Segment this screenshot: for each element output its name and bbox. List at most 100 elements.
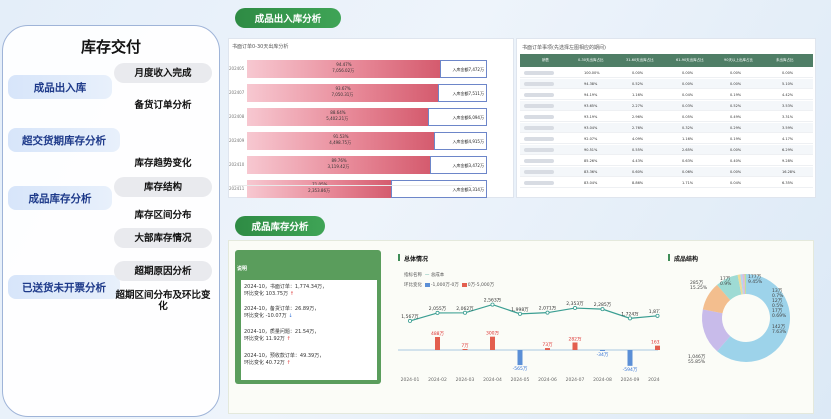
donut-slice[interactable]: [716, 274, 742, 300]
section-marker: [398, 254, 400, 261]
outbound-chart-axis: [232, 185, 472, 186]
table-cell: 2.96%: [632, 115, 644, 119]
table-cell: 0.19%: [730, 137, 742, 141]
table-cell: 2.76%: [632, 126, 644, 130]
table-row[interactable]: 90.51% 0.55% 2.65% 0.00% 6.29%: [520, 145, 813, 155]
donut-label: 17万 0.9%: [720, 276, 732, 287]
table-cell: 83.04%: [584, 181, 598, 185]
table-row[interactable]: 92.07% 4.09% 1.16% 0.19% 4.17%: [520, 134, 813, 144]
trend-legend-line: 指标名称 — 总成本: [404, 272, 444, 278]
note-item: 2024-10，质量问题：21.54万， 环比变化 11.92万 ↑: [244, 329, 376, 343]
table-row[interactable]: 100.00% 0.00% 0.00% 0.00% 0.00%: [520, 68, 813, 78]
down-arrow-icon: ↓: [288, 313, 293, 319]
table-cell: 92.07%: [584, 137, 598, 141]
outbound-row[interactable]: 202405 94.47% 7,056.02万 入库金额7,472万: [229, 60, 489, 78]
outbound-chart-title: 书面订单0-30天出库分析: [232, 44, 289, 50]
table-cell: 4.17%: [782, 137, 794, 141]
table-cell: 6.35%: [782, 181, 794, 185]
legend-positive[interactable]: 0万-5,000万: [467, 283, 495, 288]
table-header-cell[interactable]: 90天以上出库占比: [724, 58, 753, 62]
line-label: 2,062万: [456, 306, 474, 312]
donut-slice[interactable]: [717, 274, 790, 362]
redacted-name: [524, 82, 554, 86]
legend-negative[interactable]: -1,000万-0万: [430, 283, 459, 288]
table-cell: 0.29%: [730, 126, 742, 130]
bar-fill[interactable]: [247, 156, 432, 174]
nav-sub-stock-range[interactable]: 库存区间分布: [134, 209, 192, 221]
table-row[interactable]: 93.04% 2.76% 0.32% 0.29% 3.59%: [520, 123, 813, 133]
bar-fill[interactable]: [247, 84, 440, 102]
nav-category-stock[interactable]: 成品库存分析: [8, 186, 112, 210]
table-cell: 90.51%: [584, 148, 598, 152]
outbound-row[interactable]: 202409 91.53% 4,498.75万 入库金额4,915万: [229, 132, 489, 150]
note-item-tail: 环比变化 11.92万: [244, 336, 285, 342]
line-label: 2,071万: [539, 306, 557, 312]
table-header-cell[interactable]: 31-60天出库占比: [626, 58, 654, 62]
table-cell: 0.00%: [730, 82, 742, 86]
note-item: 2024-10，书面订单：1,774.34万， 环比变化 103.75万 ↑: [244, 284, 376, 298]
donut-slice[interactable]: [702, 284, 731, 314]
table-cell: 0.03%: [682, 104, 694, 108]
outbound-row[interactable]: 202408 88.64% 5,402.21万 入库金额6,094万: [229, 108, 489, 126]
table-row[interactable]: 85.26% 4.43% 0.63% 0.40% 9.28%: [520, 156, 813, 166]
nav-category-overdue[interactable]: 超交货期库存分析: [8, 128, 120, 152]
change-label: -34万: [597, 352, 609, 358]
change-label: -565万: [513, 366, 528, 372]
donut-label: 17万 0.69%: [772, 308, 787, 319]
row-period-label: 202405: [229, 66, 245, 71]
legend-series[interactable]: 总成本: [430, 273, 445, 278]
table-cell: 2.27%: [632, 104, 644, 108]
table-header-cell[interactable]: 0-30天出库占比: [578, 58, 604, 62]
bar-fill[interactable]: [247, 180, 393, 198]
line-label: 2,353万: [566, 301, 584, 307]
bar-percent: 88.64%: [330, 110, 346, 115]
x-tick-label: 2024-04: [483, 377, 502, 383]
table-row[interactable]: 83.36% 0.60% 0.06% 0.00% 16.28%: [520, 167, 813, 177]
nav-category-unbilled[interactable]: 已送货未开票分析: [8, 275, 120, 299]
table-header-cell[interactable]: 61-90天出库占比: [676, 58, 704, 62]
table-cell: 1.16%: [682, 137, 694, 141]
change-bar: [572, 342, 578, 350]
nav-sub-stock-trend[interactable]: 库存趋势变化: [134, 157, 192, 169]
outbound-row[interactable]: 202411 71.05%2,353.86万 入库金额3,314万: [229, 180, 489, 198]
line-label: 2,563万: [484, 298, 502, 304]
table-row[interactable]: 94.19% 1.16% 0.04% 0.19% 4.42%: [520, 90, 813, 100]
table-cell: 4.43%: [632, 159, 644, 163]
outbound-row[interactable]: 202407 93.67% 7,050.31万 入库金额7,511万: [229, 84, 489, 102]
nav-sub-overdue-reason[interactable]: 超期原因分析: [114, 261, 212, 281]
table-cell: 0.19%: [730, 93, 742, 97]
donut-slice[interactable]: [702, 309, 731, 352]
x-tick-label: 2024-07: [566, 377, 585, 383]
bar-fill[interactable]: [247, 132, 436, 150]
bar-fill[interactable]: [247, 60, 442, 78]
line-point: [435, 310, 440, 315]
outbound-row[interactable]: 202410 89.76% 3,119.42万 入库金额3,472万: [229, 156, 489, 174]
table-row[interactable]: 93.65% 2.27% 0.03% 0.52% 3.53%: [520, 101, 813, 111]
table-row[interactable]: 93.19% 2.96% 0.05% 0.49% 3.31%: [520, 112, 813, 122]
table-cell: 85.26%: [584, 159, 598, 163]
nav-sub-department-stock[interactable]: 大部库存情况: [114, 228, 212, 248]
table-cell: 3.31%: [782, 115, 794, 119]
line-point: [407, 318, 412, 323]
bar-fill[interactable]: [247, 108, 430, 126]
inbound-amount: 入库金额7,472万: [452, 67, 484, 72]
nav-sub-overdue-range[interactable]: 超期区间分布及环比变化: [115, 290, 211, 312]
table-cell: 3.59%: [782, 126, 794, 130]
table-row[interactable]: 94.38% 0.52% 0.00% 0.00% 5.10%: [520, 79, 813, 89]
bar-amount: 3,119.42万: [327, 164, 350, 169]
nav-sub-monthly-revenue[interactable]: 月度收入完成: [114, 63, 212, 83]
nav-sub-stock-structure[interactable]: 库存结构: [114, 177, 212, 197]
nav-category-inout[interactable]: 成品出入库: [8, 75, 112, 99]
table-header-cell[interactable]: 未出库占比: [776, 58, 794, 62]
donut-slice[interactable]: [740, 274, 745, 295]
donut-slice[interactable]: [742, 274, 746, 295]
table-cell: 93.04%: [584, 126, 598, 130]
table-cell: 0.00%: [730, 148, 742, 152]
nav-sub-stock-order[interactable]: 备货订单分析: [134, 99, 192, 111]
donut-slice[interactable]: [744, 274, 746, 295]
donut-slice[interactable]: [737, 274, 743, 295]
trend-legend-bars: 环比变化 -1,000万-0万 0万-5,000万: [404, 282, 494, 288]
bar-percent: 93.67%: [335, 86, 351, 91]
table-row[interactable]: 83.04% 8.86% 1.71% 0.04% 6.35%: [520, 178, 813, 188]
table-header-cell[interactable]: 销售: [542, 58, 549, 62]
